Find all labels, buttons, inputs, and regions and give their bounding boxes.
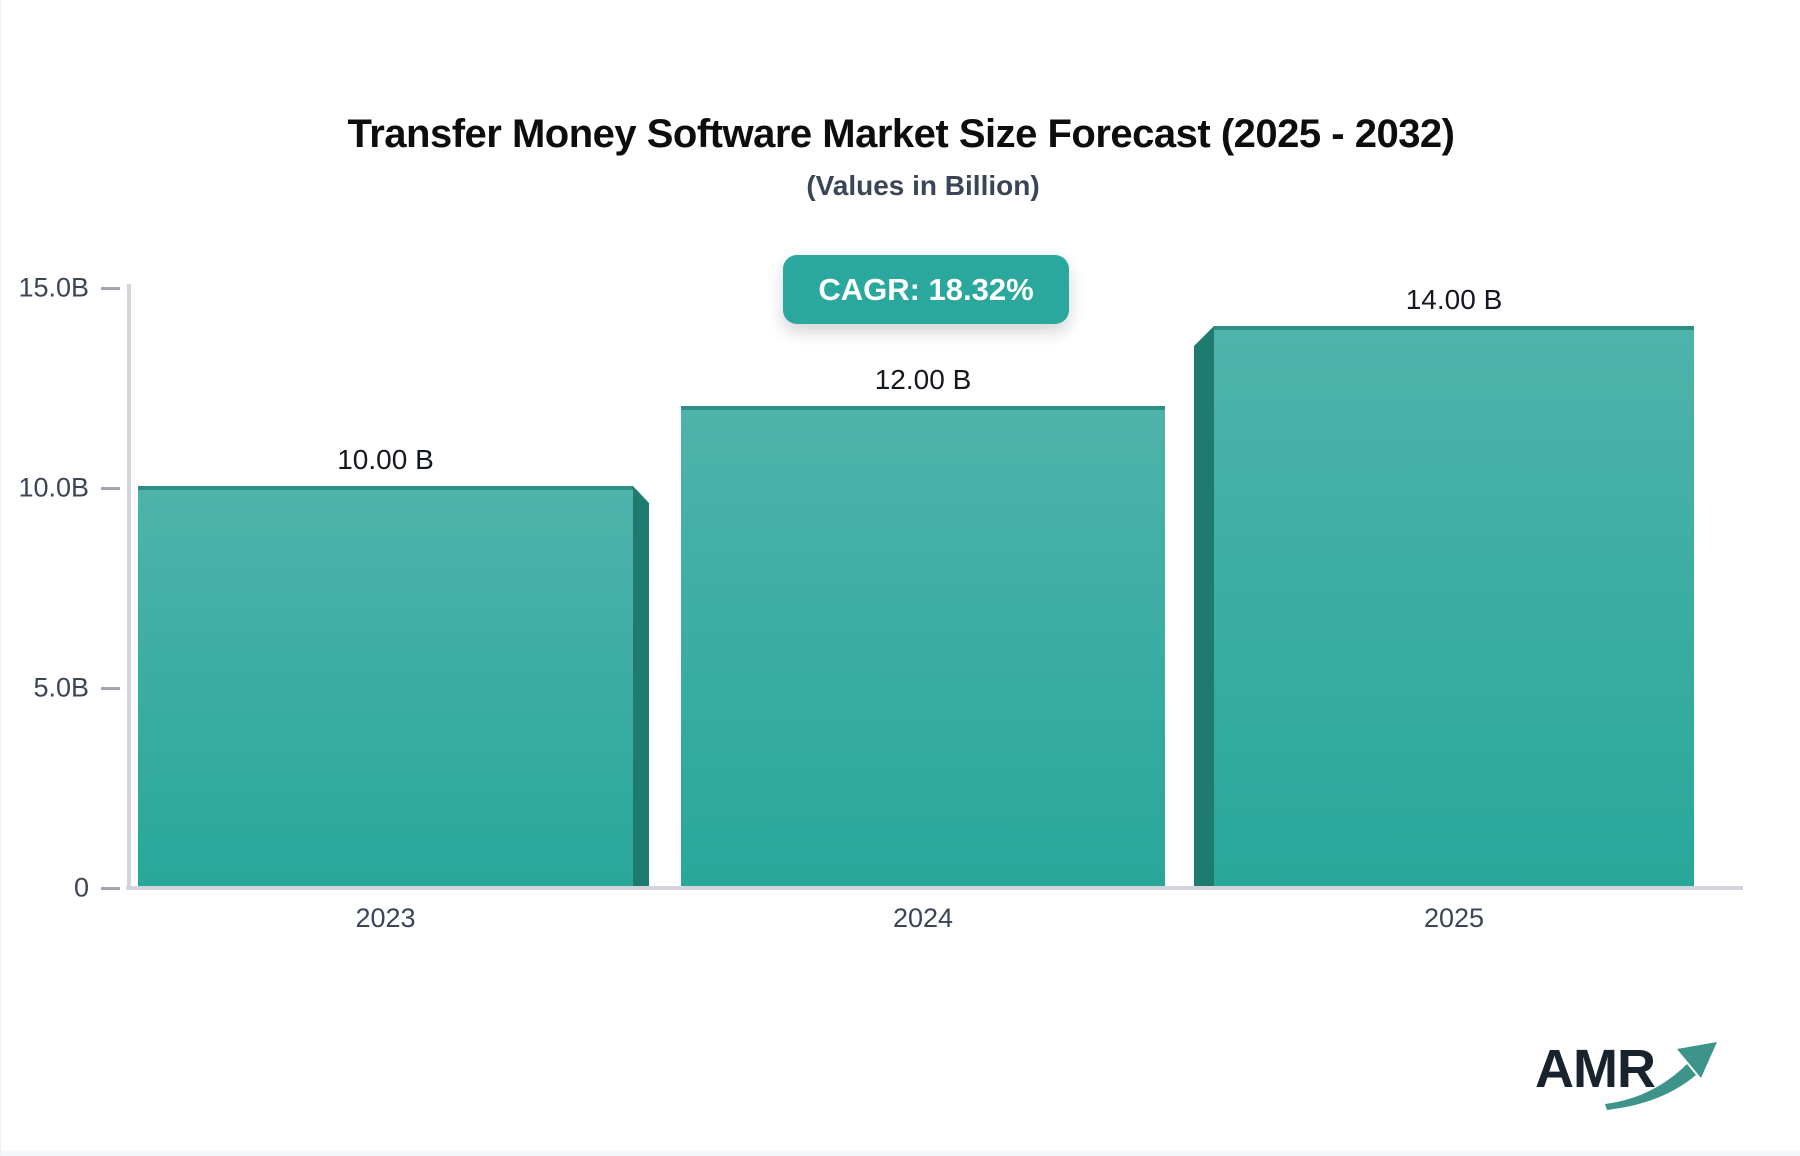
bar-2024 [681, 406, 1165, 886]
y-axis-tick [101, 486, 120, 490]
bar-2025-3d-side [1194, 326, 1214, 886]
y-axis-tick [101, 286, 120, 290]
chart-subtitle: (Values in Billion) [806, 170, 1040, 201]
x-tick-label-2025: 2025 [1423, 903, 1485, 933]
y-axis-tick [101, 886, 120, 890]
bar-value-label-2024: 12.00 B [874, 364, 972, 395]
y-axis-line [127, 284, 131, 890]
bar-2025 [1214, 326, 1694, 886]
bar-2023 [138, 486, 633, 886]
y-tick-label: 5.0B [33, 672, 89, 703]
y-tick-label: 10.0B [18, 472, 89, 503]
cagr-badge-label: CAGR: 18.32% [818, 271, 1034, 307]
y-axis-tick [101, 686, 120, 690]
bar-value-label-2023: 10.00 B [337, 444, 434, 475]
cagr-badge: CAGR: 18.32% [783, 255, 1069, 324]
amr-logo: AMR [1535, 1030, 1735, 1120]
y-tick-label: 0 [73, 872, 89, 903]
x-tick-label-2024: 2024 [892, 903, 954, 933]
bar-2023-3d-side [633, 486, 649, 886]
x-tick-label-2023: 2023 [355, 903, 416, 933]
y-tick-label: 15.0B [18, 272, 89, 303]
amr-logo-text: AMR [1535, 1039, 1656, 1099]
bar-value-label-2025: 14.00 B [1405, 284, 1503, 315]
bottom-edge-strip [1, 1151, 1800, 1156]
growth-arrow-icon [1605, 1042, 1717, 1110]
chart-title: Transfer Money Software Market Size Fore… [347, 112, 1455, 156]
x-axis-baseline [126, 886, 1743, 890]
